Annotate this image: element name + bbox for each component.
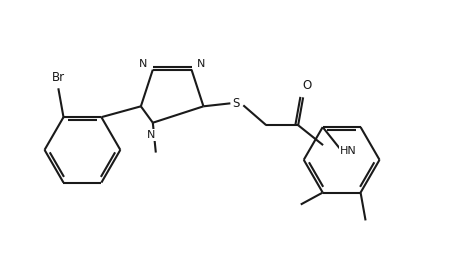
Text: HN: HN (340, 146, 357, 156)
Text: Br: Br (52, 71, 65, 84)
Text: N: N (197, 59, 206, 69)
Text: O: O (302, 79, 312, 92)
Text: N: N (139, 59, 147, 69)
Text: S: S (233, 97, 240, 110)
Text: N: N (147, 130, 155, 140)
